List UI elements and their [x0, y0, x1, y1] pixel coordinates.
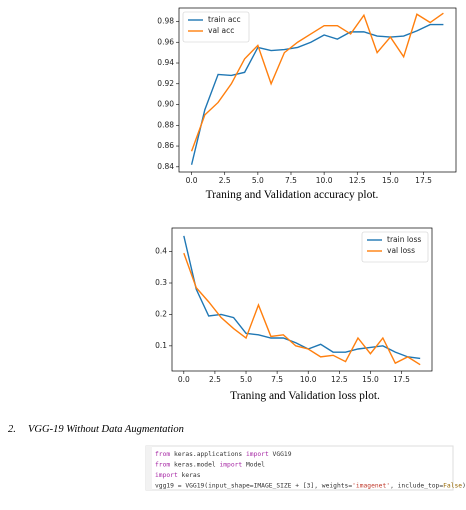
legend-label: train loss: [387, 235, 421, 244]
plot-frame: [178, 7, 457, 173]
y-tick-label: 0.98: [157, 16, 174, 25]
series-line: [183, 235, 421, 360]
y-tick-label: 0.86: [157, 141, 174, 150]
code-token: Model: [242, 462, 265, 469]
x-tick-label: 17.5: [393, 375, 410, 384]
code-token: import: [155, 472, 178, 479]
series-line: [183, 252, 421, 366]
code-token: , include_top=: [390, 483, 443, 490]
x-tick-label: 7.5: [285, 176, 297, 185]
x-tick-label: 2.5: [209, 375, 221, 384]
y-tick-label: 0.4: [155, 247, 167, 256]
code-token: 'imagenet': [352, 483, 390, 490]
x-tick-label: 5.0: [252, 176, 264, 185]
x-tick-label: 17.5: [415, 176, 432, 185]
code-token: keras.model: [170, 462, 219, 469]
heading-number: 2.: [8, 424, 16, 435]
x-tick-label: 0.0: [186, 176, 198, 185]
y-tick-label: 0.84: [157, 162, 174, 171]
code-token: keras: [178, 472, 201, 479]
y-tick-label: 0.90: [157, 100, 174, 109]
legend-label: val acc: [208, 26, 234, 35]
series-line: [190, 12, 444, 152]
plot-frame: [171, 227, 433, 372]
code-box: [145, 445, 454, 491]
x-tick-label: 2.5: [219, 176, 231, 185]
code-token: import: [219, 462, 242, 469]
caption: Traning and Validation accuracy plot.: [206, 189, 379, 201]
x-tick-label: 12.5: [331, 375, 348, 384]
y-tick-label: 0.88: [157, 120, 174, 129]
legend-label: val loss: [387, 246, 415, 255]
caption: Traning and Validation loss plot.: [230, 390, 380, 402]
code-gutter: [146, 446, 152, 490]
y-tick-label: 0.92: [157, 79, 174, 88]
code-line: import keras: [155, 472, 201, 479]
y-tick-label: 0.3: [155, 278, 167, 287]
y-tick-label: 0.2: [155, 309, 167, 318]
code-token: keras.applications: [170, 451, 246, 458]
y-tick-label: 0.1: [155, 341, 167, 350]
x-tick-label: 5.0: [240, 375, 252, 384]
code-token: import: [246, 451, 269, 458]
y-tick-label: 0.94: [157, 58, 174, 67]
x-tick-label: 12.5: [349, 176, 366, 185]
code-token: ): [462, 483, 466, 490]
code-token: False: [443, 483, 462, 490]
series-line: [190, 23, 444, 165]
code-token: VGG19: [269, 451, 292, 458]
x-tick-label: 10.0: [316, 176, 333, 185]
heading-title: VGG-19 Without Data Augmentation: [28, 424, 184, 435]
x-tick-label: 7.5: [271, 375, 283, 384]
x-tick-label: 15.0: [362, 375, 379, 384]
code-line: from keras.applications import VGG19: [155, 451, 292, 458]
x-tick-label: 10.0: [300, 375, 317, 384]
code-line: from keras.model import Model: [155, 462, 265, 469]
legend-label: train acc: [208, 15, 241, 24]
code-token: vgg19 = VGG19(input_shape=IMAGE_SIZE + […: [155, 483, 352, 490]
code-token: from: [155, 451, 170, 458]
x-tick-label: 15.0: [382, 176, 399, 185]
y-tick-label: 0.96: [157, 37, 174, 46]
x-tick-label: 0.0: [178, 375, 190, 384]
code-line: vgg19 = VGG19(input_shape=IMAGE_SIZE + […: [155, 483, 466, 490]
code-token: from: [155, 462, 170, 469]
